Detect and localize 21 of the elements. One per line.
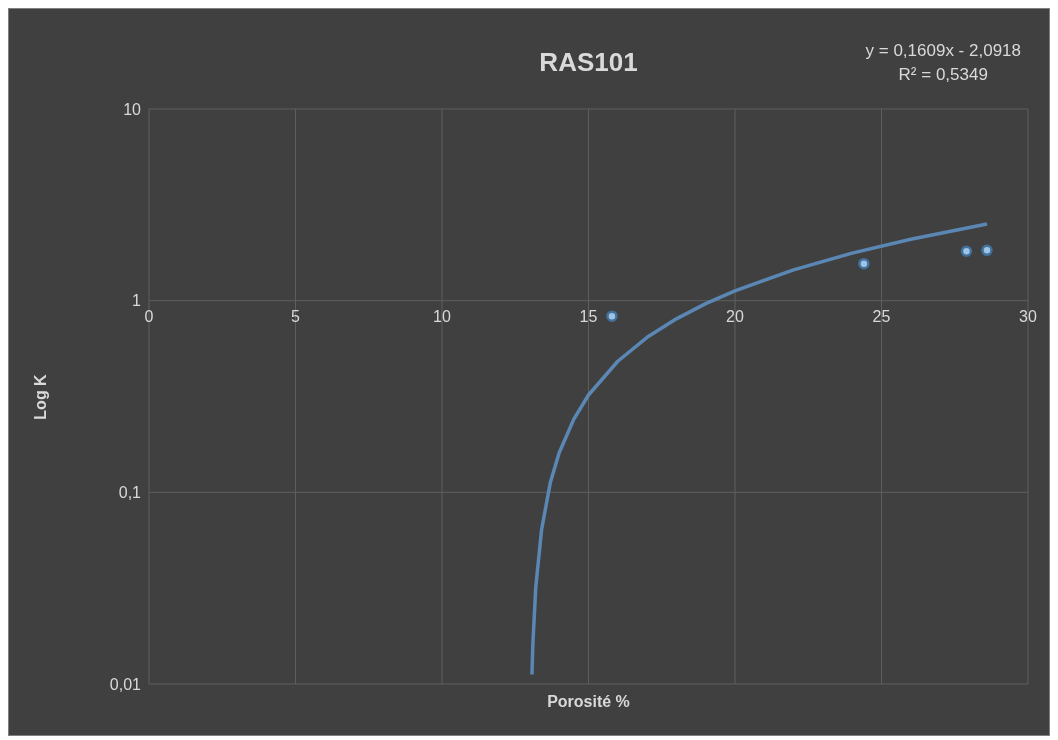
x-tick-label: 20 bbox=[726, 308, 744, 325]
y-tick-label: 0,01 bbox=[109, 675, 142, 693]
y-tick-label: 1 bbox=[132, 292, 142, 310]
x-tick-label: 15 bbox=[579, 308, 598, 325]
y-tick-label: 10 bbox=[123, 100, 142, 118]
line-series bbox=[530, 222, 989, 677]
chart-title: RAS101 bbox=[539, 47, 638, 77]
point bbox=[960, 245, 973, 258]
point bbox=[981, 244, 993, 257]
text: y = 0,1609x - 2,0918 bbox=[865, 40, 1021, 62]
x-tick-label: 5 bbox=[291, 308, 301, 325]
point bbox=[858, 257, 870, 270]
x-tick-label: 10 bbox=[433, 308, 451, 325]
point bbox=[606, 310, 618, 322]
x-tick-label: 30 bbox=[1019, 308, 1037, 325]
y-tick-label: 0,1 bbox=[118, 484, 142, 502]
y-axis-title: Log K bbox=[32, 374, 50, 420]
x-tick-label: 0 bbox=[144, 308, 154, 325]
x-axis-title: Porosité % bbox=[546, 693, 631, 711]
text: R² = 0,5349 bbox=[897, 64, 989, 86]
x-tick-label: 25 bbox=[872, 308, 891, 325]
